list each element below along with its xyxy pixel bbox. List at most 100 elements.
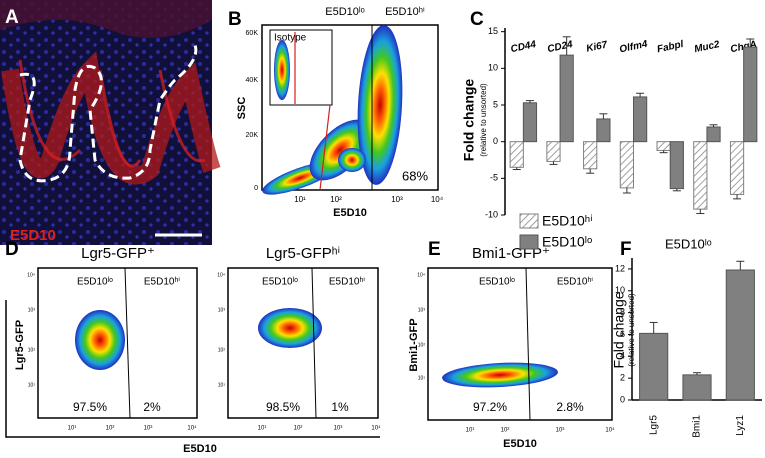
y-tick-label: 40K bbox=[246, 77, 259, 84]
plot-title: Lgr5-GFPʰⁱ bbox=[266, 245, 340, 262]
micrograph-label: E5D10 bbox=[10, 227, 56, 244]
percent-label: 68% bbox=[402, 168, 428, 183]
bar bbox=[743, 46, 758, 143]
density-blob bbox=[274, 40, 290, 100]
y-tick-label: 5 bbox=[493, 99, 498, 109]
y-tick-label: 6 bbox=[620, 329, 625, 339]
y-axis-label: Lgr5-GFP bbox=[14, 320, 26, 370]
bar bbox=[546, 141, 561, 162]
y-tick-label: 10 bbox=[615, 285, 625, 295]
y-tick-label: 0 bbox=[493, 136, 498, 146]
x-tick-label: 10⁴ bbox=[605, 427, 615, 434]
x-tick-label: 10¹ bbox=[466, 428, 475, 434]
y-tick-label: 12 bbox=[615, 263, 625, 273]
legend-label: E5D10ˡᵒ bbox=[542, 234, 592, 250]
bar bbox=[706, 126, 721, 143]
bar bbox=[656, 141, 671, 151]
x-tick-label: 10³ bbox=[144, 426, 153, 432]
x-tick-label: 10² bbox=[294, 426, 303, 432]
y-tick-label: 15 bbox=[488, 26, 498, 36]
category-label: Bmi1 bbox=[692, 415, 703, 438]
gate-label: E5D10ʰⁱ bbox=[329, 277, 365, 288]
gate-line bbox=[311, 267, 317, 419]
x-tick-label: 10¹ bbox=[68, 426, 77, 432]
density-blob bbox=[357, 25, 403, 185]
percent-label: 1% bbox=[331, 400, 349, 414]
gate-label: E5D10ʰⁱ bbox=[557, 277, 593, 288]
category-label: Ki67 bbox=[585, 39, 608, 54]
density-blob bbox=[338, 148, 366, 172]
y-tick-label: 10⁴ bbox=[27, 272, 35, 278]
bar bbox=[729, 141, 745, 195]
y-tick-label: 10² bbox=[28, 347, 36, 353]
y-tick-label: 10¹ bbox=[418, 375, 426, 381]
x-axis-label: E5D10 bbox=[183, 443, 217, 455]
y-tick-label: 20K bbox=[246, 132, 259, 139]
y-tick-label: 2 bbox=[620, 373, 625, 383]
panel-label: F bbox=[620, 239, 632, 260]
density-blob bbox=[309, 119, 371, 181]
y-tick-label: 10³ bbox=[418, 307, 426, 313]
plot-frame bbox=[427, 267, 613, 421]
y-tick-label: 10⁴ bbox=[217, 272, 225, 278]
bar bbox=[619, 141, 634, 189]
x-tick-label: 10⁴ bbox=[187, 425, 197, 432]
y-tick-label: -10 bbox=[485, 209, 498, 219]
y-tick-label: 10¹ bbox=[28, 382, 36, 388]
x-axis-label: E5D10 bbox=[333, 207, 367, 219]
panel-label: C bbox=[470, 9, 484, 30]
outer-axis bbox=[5, 300, 380, 438]
y-tick-label: 10¹ bbox=[218, 382, 226, 388]
percent-label: 2.8% bbox=[556, 400, 584, 414]
gate-label: E5D10ˡᵒ bbox=[325, 6, 365, 18]
bar bbox=[583, 141, 598, 170]
category-label: CD24 bbox=[546, 39, 574, 55]
y-tick-label: 10³ bbox=[28, 307, 36, 313]
category-label: Lyz1 bbox=[735, 415, 746, 436]
panel-label: E bbox=[428, 239, 441, 260]
y-axis-label: Fold change bbox=[611, 291, 627, 368]
x-tick-label: 10² bbox=[330, 195, 342, 204]
panel-label: A bbox=[5, 7, 19, 28]
gate-label: E5D10ˡᵒ bbox=[479, 277, 515, 288]
y-axis-label: Fold change bbox=[461, 79, 477, 162]
gate-label: E5D10ʰⁱ bbox=[385, 6, 425, 18]
x-tick-label: 10² bbox=[501, 428, 510, 434]
x-tick-label: 10⁴ bbox=[371, 425, 381, 432]
gate-label: E5D10ˡᵒ bbox=[262, 277, 298, 288]
gate-label: E5D10ʰⁱ bbox=[144, 277, 180, 288]
x-tick-label: 10³ bbox=[556, 428, 565, 434]
percent-label: 98.5% bbox=[266, 400, 300, 414]
bar bbox=[522, 102, 538, 143]
legend-swatch bbox=[519, 234, 539, 250]
y-tick-label: 10 bbox=[488, 63, 498, 73]
category-label: CD44 bbox=[510, 39, 538, 55]
x-tick-label: 10³ bbox=[391, 195, 403, 204]
bar bbox=[633, 96, 648, 143]
y-tick-label: 10⁴ bbox=[417, 272, 425, 278]
isotype-gate bbox=[319, 104, 331, 191]
percent-label: 2% bbox=[143, 400, 161, 414]
plot-title: Lgr5-GFP⁺ bbox=[81, 245, 155, 262]
x-axis-label: E5D10 bbox=[503, 438, 537, 450]
gate-line bbox=[124, 267, 131, 419]
category-label: Muc2 bbox=[693, 39, 721, 55]
category-label: Fabpl bbox=[656, 39, 685, 55]
legend-swatch bbox=[519, 213, 539, 229]
y-tick-label: 8 bbox=[620, 307, 625, 317]
category-label: Lgr5 bbox=[648, 415, 659, 435]
panel-label: D bbox=[5, 239, 19, 260]
bar bbox=[639, 332, 669, 401]
micrograph: E5D10 bbox=[0, 0, 221, 245]
bar bbox=[559, 54, 574, 143]
x-tick-label: 10³ bbox=[334, 426, 343, 432]
bar bbox=[693, 141, 708, 210]
percent-label: 97.2% bbox=[473, 400, 507, 414]
density-blob bbox=[75, 310, 125, 370]
percent-label: 97.5% bbox=[73, 400, 107, 414]
y-tick-label: 10² bbox=[218, 347, 226, 353]
category-label: Olfm4 bbox=[619, 39, 649, 56]
y-axis-sublabel: (relative to unsorted) bbox=[627, 293, 636, 367]
panel-label: B bbox=[228, 9, 242, 30]
